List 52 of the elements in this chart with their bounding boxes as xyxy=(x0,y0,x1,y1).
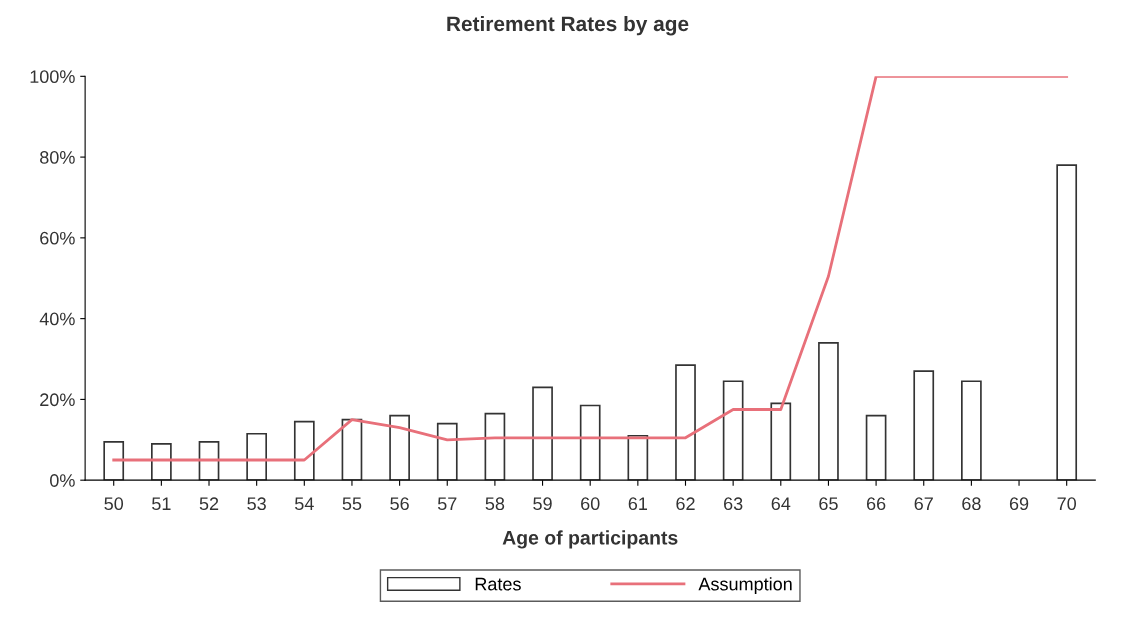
x-tick-label: 59 xyxy=(533,497,552,511)
y-tick-label: 20% xyxy=(40,393,75,407)
x-tick-label: 63 xyxy=(724,497,743,511)
x-tick-label: 54 xyxy=(294,497,314,511)
bar xyxy=(532,386,553,481)
chart-title: Retirement Rates by age xyxy=(447,15,689,36)
x-tick-label: 61 xyxy=(628,497,648,511)
x-tick-label: 51 xyxy=(152,497,171,511)
y-tick-label: 100% xyxy=(30,70,75,84)
x-tick-label: 69 xyxy=(1009,497,1029,511)
bar xyxy=(770,402,792,481)
x-tick-label: 53 xyxy=(247,497,266,511)
bar xyxy=(198,440,220,481)
legend-label: Rates xyxy=(475,577,521,591)
x-tick-label: 52 xyxy=(199,497,219,511)
bar xyxy=(103,440,125,481)
x-tick-label: 56 xyxy=(390,497,409,511)
x-tick-label: 58 xyxy=(485,497,505,511)
x-tick-label: 55 xyxy=(342,497,362,511)
x-tick-label: 70 xyxy=(1057,497,1077,511)
x-tick-label: 60 xyxy=(581,497,600,511)
bar xyxy=(341,418,363,481)
x-axis-title: Age of participants xyxy=(502,530,678,549)
x-tick-label: 66 xyxy=(866,497,886,511)
bar xyxy=(865,414,887,481)
bar xyxy=(484,412,506,481)
bar xyxy=(436,422,458,481)
y-tick-label: 40% xyxy=(39,312,75,326)
x-tick-label: 68 xyxy=(962,497,981,511)
bar xyxy=(627,434,649,481)
bar xyxy=(246,432,268,481)
x-tick-label: 50 xyxy=(104,497,124,511)
bar xyxy=(961,380,982,481)
bar xyxy=(150,442,172,481)
y-tick-label: 80% xyxy=(40,151,75,164)
legend-label: Assumption xyxy=(698,577,792,595)
bar xyxy=(1056,164,1078,481)
bar xyxy=(675,364,696,481)
y-tick-label: 0% xyxy=(50,474,75,487)
bar xyxy=(913,370,935,481)
x-tick-label: 62 xyxy=(676,497,695,511)
bar xyxy=(579,404,601,481)
x-tick-label: 67 xyxy=(914,497,933,511)
bar xyxy=(389,414,410,481)
bar xyxy=(293,420,315,481)
y-tick-label: 60% xyxy=(40,231,75,245)
line-series xyxy=(112,76,1069,462)
x-tick-label: 64 xyxy=(771,497,791,511)
x-tick-label: 57 xyxy=(437,497,457,511)
bar xyxy=(818,342,839,481)
x-tick-label: 65 xyxy=(819,497,838,511)
bar xyxy=(722,380,744,481)
